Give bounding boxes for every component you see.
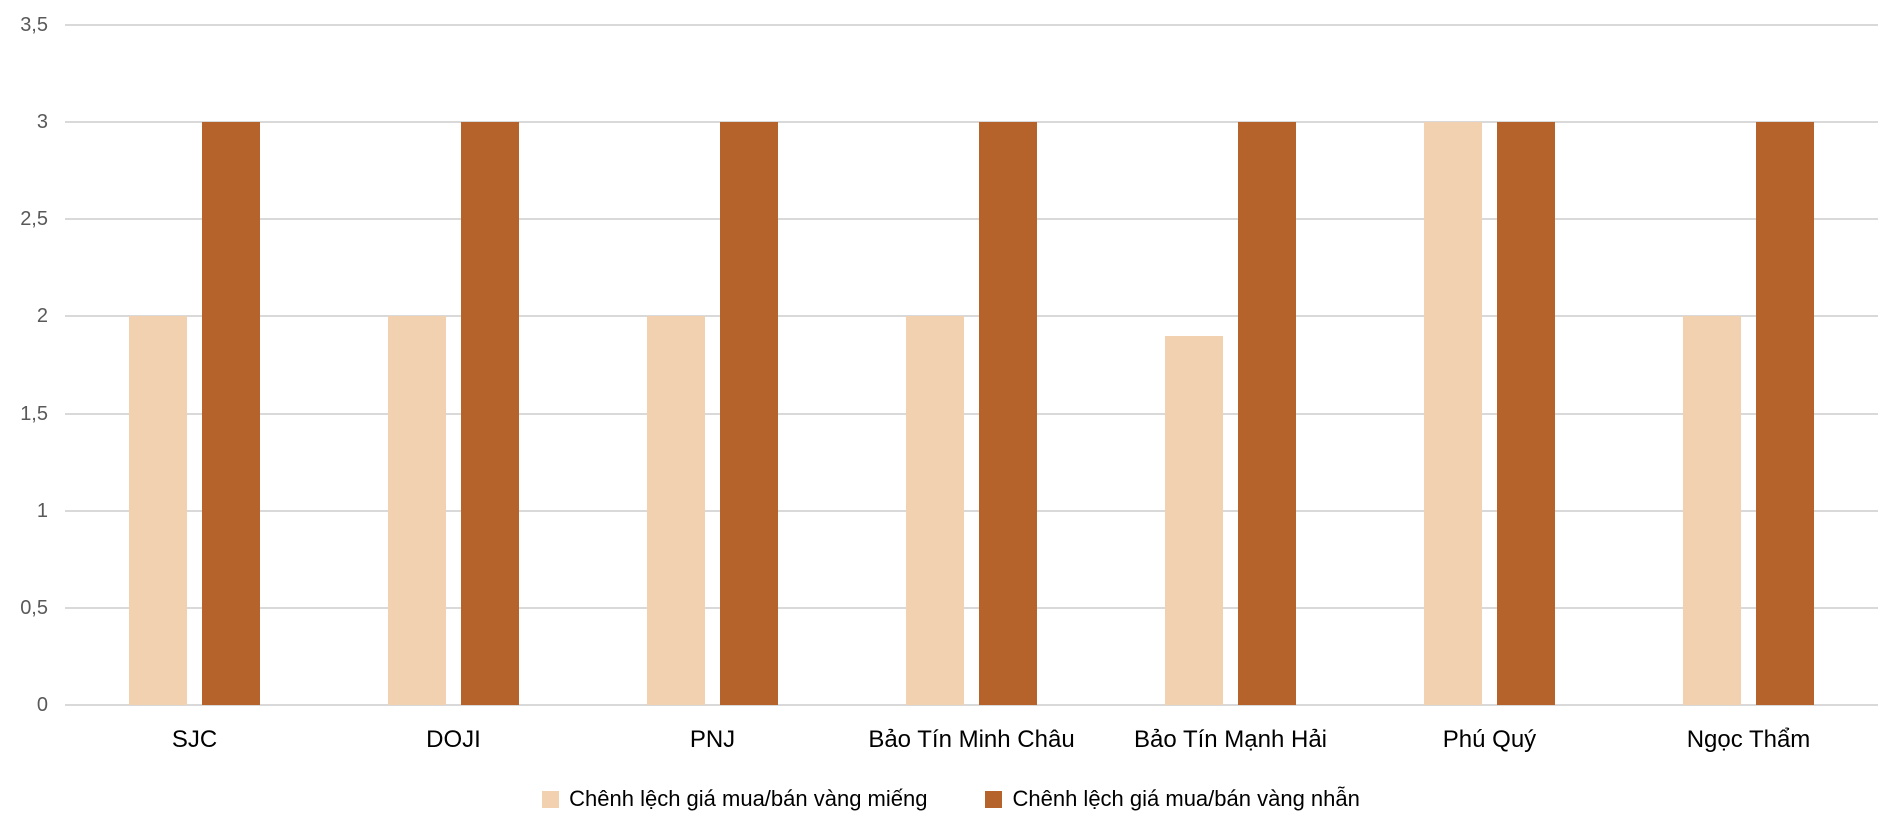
- gridline: [65, 24, 1878, 26]
- bar-group-7: [1619, 25, 1878, 705]
- legend-swatch-icon: [985, 790, 1003, 808]
- y-tick-label: 0,5: [20, 596, 48, 619]
- legend-swatch-icon: [542, 790, 560, 808]
- gridline: [65, 606, 1878, 609]
- x-category-label: Bảo Tín Minh Châu: [868, 726, 1075, 753]
- legend-item: Chênh lệch giá mua/bán vàng nhẫn: [985, 786, 1360, 812]
- bar: [979, 122, 1037, 705]
- bar: [1756, 122, 1814, 705]
- x-axis-category-labels: SJC DOJI PNJ Bảo Tín Minh Châu Bảo Tín Mạnh …: [65, 726, 1878, 754]
- bar-groups: [65, 25, 1878, 705]
- bar: [461, 122, 519, 705]
- y-tick-label: 2: [36, 305, 48, 328]
- x-category-label: Bảo Tín Mạnh Hải: [1134, 726, 1327, 753]
- legend-label: Chênh lệch giá mua/bán vàng nhẫn: [1012, 786, 1360, 811]
- plot-area: [65, 24, 1878, 706]
- y-axis-tick-labels: 0 0,5 1 1,5 2 2,5 3 3,5: [0, 0, 48, 834]
- legend: Chênh lệch giá mua/bán vàng miếng Chênh l…: [0, 786, 1902, 812]
- bar-group-6: [1360, 25, 1619, 705]
- y-tick-label: 1,5: [20, 402, 48, 425]
- y-tick-label: 3,5: [20, 14, 48, 36]
- gridline: [65, 315, 1878, 318]
- x-category-label: Phú Quý: [1442, 726, 1537, 753]
- y-tick-label: 3: [36, 111, 48, 134]
- y-tick-label: 2,5: [20, 208, 48, 231]
- gridline: [65, 121, 1878, 124]
- gridline: [65, 218, 1878, 221]
- bar: [1165, 335, 1223, 705]
- bar: [906, 316, 964, 705]
- x-category-label: PNJ: [689, 726, 736, 753]
- bar: [1424, 122, 1482, 705]
- bar-group-5: [1101, 25, 1360, 705]
- gridline: [65, 412, 1878, 415]
- bar: [129, 316, 187, 705]
- bar: [647, 316, 705, 705]
- y-tick-label: 1: [36, 499, 48, 522]
- gridline: [65, 704, 1878, 706]
- bar-group-3: [583, 25, 842, 705]
- bar-group-1: [65, 25, 324, 705]
- bar: [1683, 316, 1741, 705]
- bar: [202, 122, 260, 705]
- bar: [1238, 122, 1296, 705]
- legend-label: Chênh lệch giá mua/bán vàng miếng: [569, 786, 928, 811]
- x-category-label: Ngọc Thẩm: [1686, 726, 1811, 753]
- gridline: [65, 509, 1878, 512]
- bar-group-4: [842, 25, 1101, 705]
- bar: [388, 316, 446, 705]
- bar: [1497, 122, 1555, 705]
- bar-group-2: [324, 25, 583, 705]
- bar: [720, 122, 778, 705]
- x-category-label: DOJI: [426, 726, 481, 753]
- x-category-label: SJC: [171, 726, 218, 753]
- legend-item: Chênh lệch giá mua/bán vàng miếng: [542, 786, 927, 812]
- y-tick-label: 0: [36, 694, 48, 716]
